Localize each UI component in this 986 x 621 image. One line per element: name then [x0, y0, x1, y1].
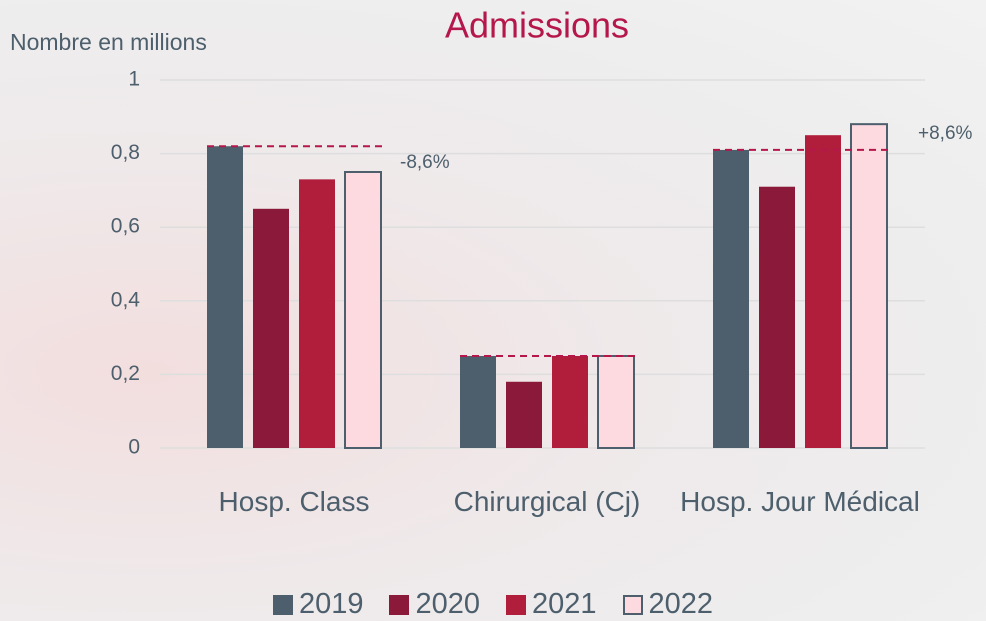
bar [207, 146, 243, 449]
legend-item: 2021 [506, 588, 597, 621]
legend-item: 2019 [272, 588, 364, 621]
legend-swatch [272, 594, 293, 615]
bar [299, 179, 335, 449]
y-tick-label: 0,2 [111, 362, 140, 385]
x-tick-label: Hosp. Jour Médical [680, 486, 920, 517]
bar [460, 356, 496, 448]
bar [713, 149, 749, 449]
x-tick-label: Hosp. Class [218, 486, 370, 517]
y-tick-label: 0,8 [111, 141, 140, 164]
bar [759, 186, 795, 448]
legend-label: 2019 [298, 588, 364, 620]
legend: 2019 2020 2021 2022 [0, 588, 986, 621]
y-tick-label: 0 [128, 436, 140, 459]
bar [253, 208, 289, 448]
annotation: -8,6% [400, 152, 450, 173]
legend-swatch [506, 594, 526, 615]
legend-item: 2020 [389, 588, 480, 621]
legend-swatch [622, 594, 643, 615]
bar [506, 381, 542, 448]
bar [805, 135, 841, 448]
legend-label: 2022 [648, 588, 714, 620]
bar [552, 356, 588, 448]
legend-item: 2022 [622, 588, 714, 621]
bar [344, 171, 382, 449]
bar [850, 123, 888, 449]
legend-label: 2020 [415, 588, 480, 620]
legend-label: 2021 [532, 588, 597, 620]
y-tick-label: 0,6 [111, 215, 140, 238]
annotation: +8,6% [918, 123, 973, 144]
legend-swatch [389, 594, 410, 615]
x-tick-label: Chirurgical (Cj) [453, 486, 641, 517]
y-tick-label: 0,4 [111, 288, 141, 311]
bar [597, 355, 635, 449]
y-tick-label: 1 [128, 68, 140, 91]
chart-title: Admissions [445, 5, 629, 46]
y-axis-label: Nombre en millions [10, 29, 207, 55]
